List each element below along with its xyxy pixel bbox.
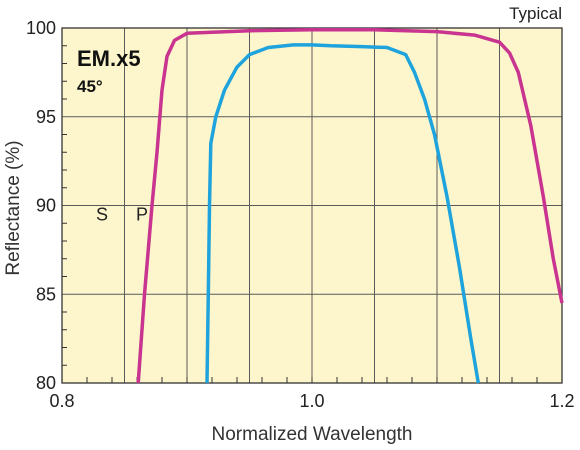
plot-frame	[61, 27, 563, 384]
minor-ticks	[62, 45, 538, 383]
y-tick-label: 85	[36, 284, 56, 304]
y-tick-label: 80	[36, 373, 56, 393]
series-label-s: S	[96, 204, 108, 224]
series-line-s	[136, 28, 564, 384]
series-line-p	[205, 43, 481, 384]
chart-title: EM.x5	[77, 46, 141, 71]
y-tick-label: 100	[26, 18, 56, 38]
x-tick-label: 0.8	[49, 391, 74, 411]
x-tick-label: 1.2	[549, 391, 574, 411]
series-label-p: P	[136, 204, 148, 224]
tick-labels: 0.8 1.0 1.2 80 85 90 95 100	[26, 18, 575, 411]
chart-subtitle: 45°	[77, 77, 103, 96]
y-tick-label: 90	[36, 196, 56, 216]
x-tick-label: 1.0	[299, 391, 324, 411]
typical-note: Typical	[509, 4, 562, 23]
y-tick-label: 95	[36, 107, 56, 127]
y-axis-title: Reflectance (%)	[3, 140, 24, 275]
x-axis-title: Normalized Wavelength	[212, 424, 413, 445]
